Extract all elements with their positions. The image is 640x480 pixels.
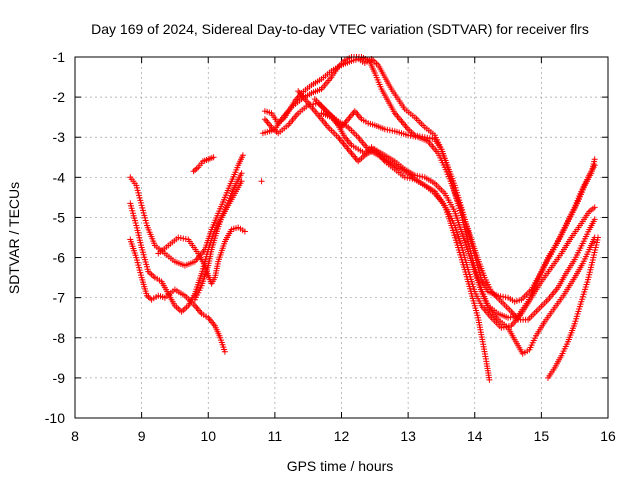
series-arc-n [545,234,601,381]
data-point [190,168,197,175]
x-tick-label: 12 [334,428,350,444]
y-tick-label: -10 [45,410,65,426]
data-point [591,204,598,211]
data-point [486,376,493,383]
y-tick-label: -9 [53,370,66,386]
series-arc-f [190,154,217,175]
y-tick-label: -8 [53,330,66,346]
y-tick-label: -1 [53,49,66,65]
series-arc-c [127,236,228,355]
y-axis-title: SDTVAR / TECUs [6,182,22,294]
series-arc-l [318,110,493,383]
series-arc-e [191,170,245,303]
data-point [590,254,597,261]
x-tick-label: 15 [534,428,550,444]
data-point [221,348,228,355]
x-tick-label: 13 [400,428,416,444]
plot-frame [74,56,609,419]
y-tick-label: -2 [53,89,66,105]
chart-title: Day 169 of 2024, Sidereal Day-to-day VTE… [91,21,589,37]
series-arc-d [155,224,248,287]
x-tick-label: 11 [268,428,283,444]
y-tick-label: -3 [53,129,66,145]
x-tick-label: 10 [200,428,216,444]
x-tick-label: 8 [71,428,79,444]
data-point [192,167,199,173]
x-axis-title: GPS time / hours [287,458,394,474]
y-tick-label: -5 [53,209,66,225]
y-tick-label: -7 [53,290,66,306]
data-points [127,54,601,383]
series-arc-k [311,96,598,323]
x-tick-label: 9 [138,428,146,444]
data-point [210,154,217,161]
data-point [238,170,245,177]
data-point [591,156,598,163]
series-arc-a [127,152,246,269]
series-arc-b [127,178,245,315]
data-point [595,234,601,241]
y-tick-label: -4 [53,169,66,185]
data-point [241,228,248,235]
y-tick-label: -6 [53,250,66,266]
x-tick-label: 14 [467,428,483,444]
data-point [239,152,246,159]
data-point [591,216,598,223]
data-point [258,178,265,185]
series-arc-m [295,88,598,357]
x-tick-label: 16 [600,428,616,444]
data-point [591,162,598,169]
grid [75,57,608,418]
tick-labels: 8 9 10 11 12 13 14 15 16 -1 -2 -3 -4 -5 -6 -7 -8 -9 -10 [45,49,616,444]
series-arc-j [261,100,598,331]
data-point [142,214,148,221]
series-point-g [258,178,265,185]
